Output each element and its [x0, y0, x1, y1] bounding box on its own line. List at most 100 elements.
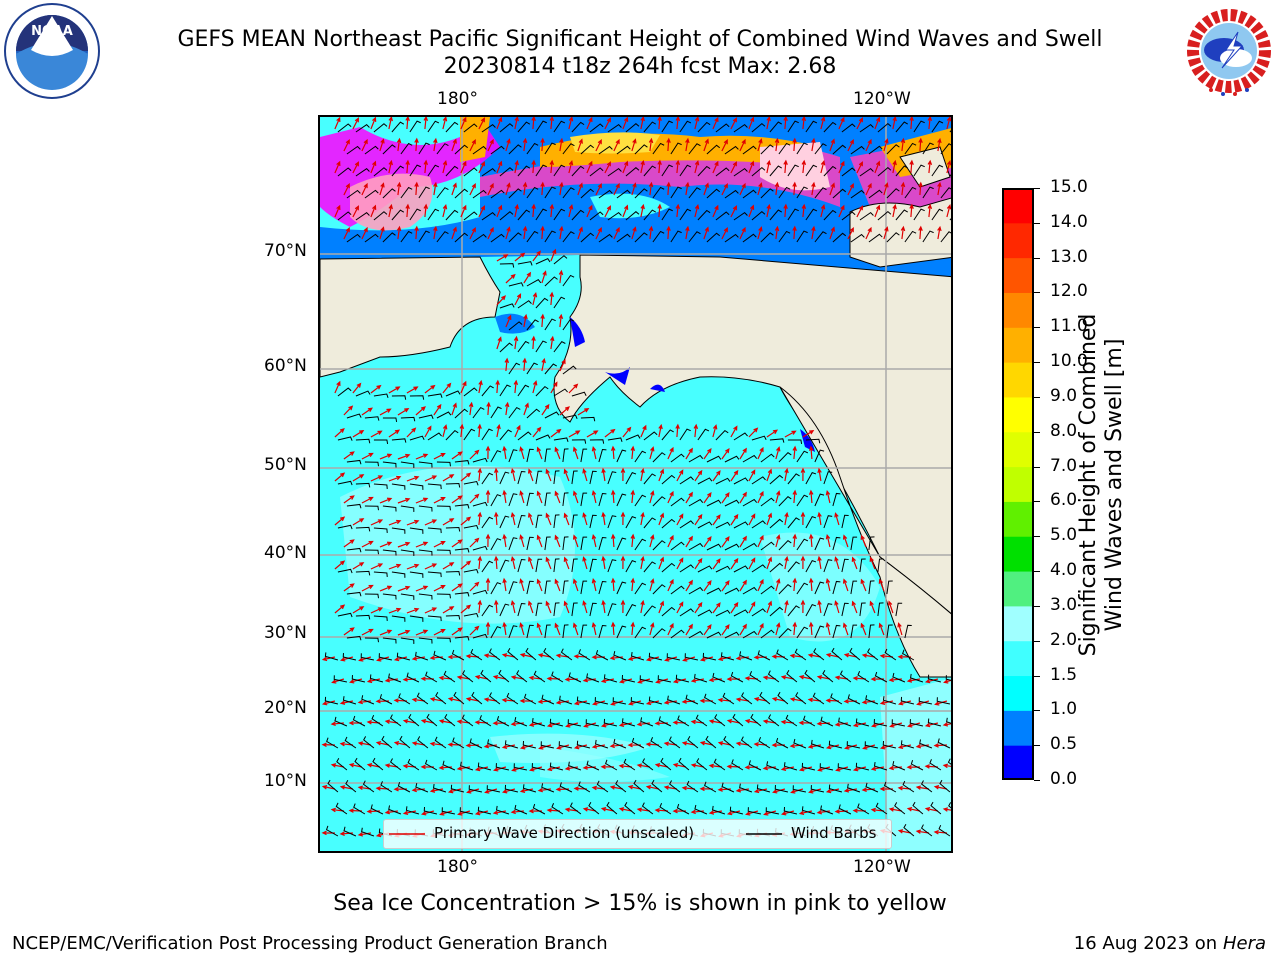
colorbar-bin [1002, 571, 1034, 607]
wave-direction-arrow [388, 386, 401, 394]
wind-barb [724, 145, 739, 155]
wind-barb [571, 514, 578, 529]
wave-direction-arrow [655, 678, 669, 684]
wind-barb [864, 741, 879, 749]
wave-direction-arrow [842, 578, 849, 592]
wind-barb [571, 391, 587, 397]
colorbar-tick-label: 13.0 [1050, 246, 1088, 267]
wave-direction-arrow [694, 469, 703, 482]
wind-barb [742, 454, 758, 463]
wind-barb [345, 780, 357, 793]
wind-barb [769, 562, 784, 573]
wave-height-patch [540, 747, 670, 782]
wind-barb [426, 713, 438, 727]
wave-direction-arrow [610, 621, 616, 636]
wind-barb [454, 548, 470, 553]
wave-direction-arrow [869, 600, 876, 614]
wind-barb [813, 648, 825, 661]
wind-barb [562, 231, 575, 243]
wind-barb [606, 801, 618, 815]
wind-barb [733, 521, 749, 529]
wind-barb [679, 120, 692, 133]
wave-direction-arrow [519, 744, 534, 750]
wave-direction-arrow [366, 763, 381, 768]
wind-barb [544, 580, 551, 595]
wind-barb [769, 121, 783, 133]
wave-direction-arrow [496, 254, 509, 262]
wave-direction-arrow [892, 117, 897, 130]
wave-direction-arrow [775, 622, 781, 636]
wave-direction-arrow [379, 629, 393, 636]
wind-barb [810, 785, 825, 793]
wave-direction-arrow [909, 203, 914, 218]
wind-barb [454, 188, 468, 199]
wind-barb [648, 652, 663, 661]
wave-direction-arrow [447, 696, 462, 702]
wind-barb [461, 714, 474, 727]
wind-barb [391, 615, 406, 622]
wind-barb [481, 168, 496, 177]
wave-direction-arrow [486, 401, 491, 416]
wave-direction-arrow [501, 744, 516, 750]
wind-barb [704, 781, 717, 793]
wind-barb [621, 674, 636, 683]
wind-barb [688, 586, 704, 595]
wind-barb [625, 604, 637, 617]
wind-barb [594, 697, 609, 705]
wind-barb [399, 735, 411, 749]
wave-direction-arrow [817, 599, 822, 614]
wind-barb [526, 186, 539, 199]
wave-direction-arrow [685, 225, 690, 240]
wave-direction-arrow [609, 785, 624, 790]
wind-barb [613, 738, 627, 749]
wind-barb [382, 417, 398, 422]
wave-direction-arrow [379, 497, 393, 504]
wave-direction-arrow [487, 226, 494, 240]
wind-barb [549, 762, 564, 771]
wave-direction-arrow [591, 621, 597, 636]
wind-barb [397, 782, 411, 793]
wave-direction-arrow [730, 425, 738, 438]
wave-direction-arrow [874, 160, 881, 174]
wind-barb [472, 233, 487, 243]
wave-direction-arrow [568, 430, 581, 438]
wave-direction-arrow [918, 137, 923, 152]
wave-direction-arrow [766, 117, 771, 130]
wind-barb [640, 717, 654, 727]
wave-direction-arrow [811, 181, 816, 196]
wind-barb [362, 780, 375, 793]
wave-direction-arrow [510, 599, 516, 614]
wave-direction-arrow [664, 656, 678, 662]
wind-barb [379, 694, 393, 705]
wind-barb [508, 406, 521, 419]
wind-barb [760, 188, 774, 199]
wave-direction-arrow [522, 181, 528, 196]
wind-barb [525, 647, 537, 661]
wave-direction-arrow [900, 225, 906, 240]
wave-direction-arrow [583, 722, 597, 728]
wind-barb [940, 231, 951, 243]
wave-direction-arrow [402, 719, 417, 724]
wave-direction-arrow [657, 117, 662, 130]
wave-direction-arrow [540, 313, 545, 328]
wind-barb [382, 188, 396, 199]
wave-direction-arrow [883, 182, 889, 196]
wind-barb [355, 124, 370, 133]
wind-barb [355, 482, 371, 488]
wind-barb [616, 493, 627, 507]
wind-barb [499, 559, 510, 573]
wave-direction-arrow [907, 722, 921, 728]
wave-direction-arrow [640, 159, 645, 174]
wave-direction-arrow [834, 722, 849, 727]
wave-direction-arrow [618, 678, 633, 684]
wind-barb [643, 209, 657, 221]
colorbar [1002, 188, 1034, 781]
wind-barb [694, 804, 708, 815]
wind-barb [535, 470, 543, 485]
wind-barb [454, 504, 470, 509]
wave-direction-arrow [370, 430, 383, 438]
wave-direction-arrow [825, 788, 840, 794]
wind-barb [418, 142, 430, 155]
wave-direction-arrow [366, 678, 381, 684]
wave-direction-arrow [798, 766, 813, 772]
